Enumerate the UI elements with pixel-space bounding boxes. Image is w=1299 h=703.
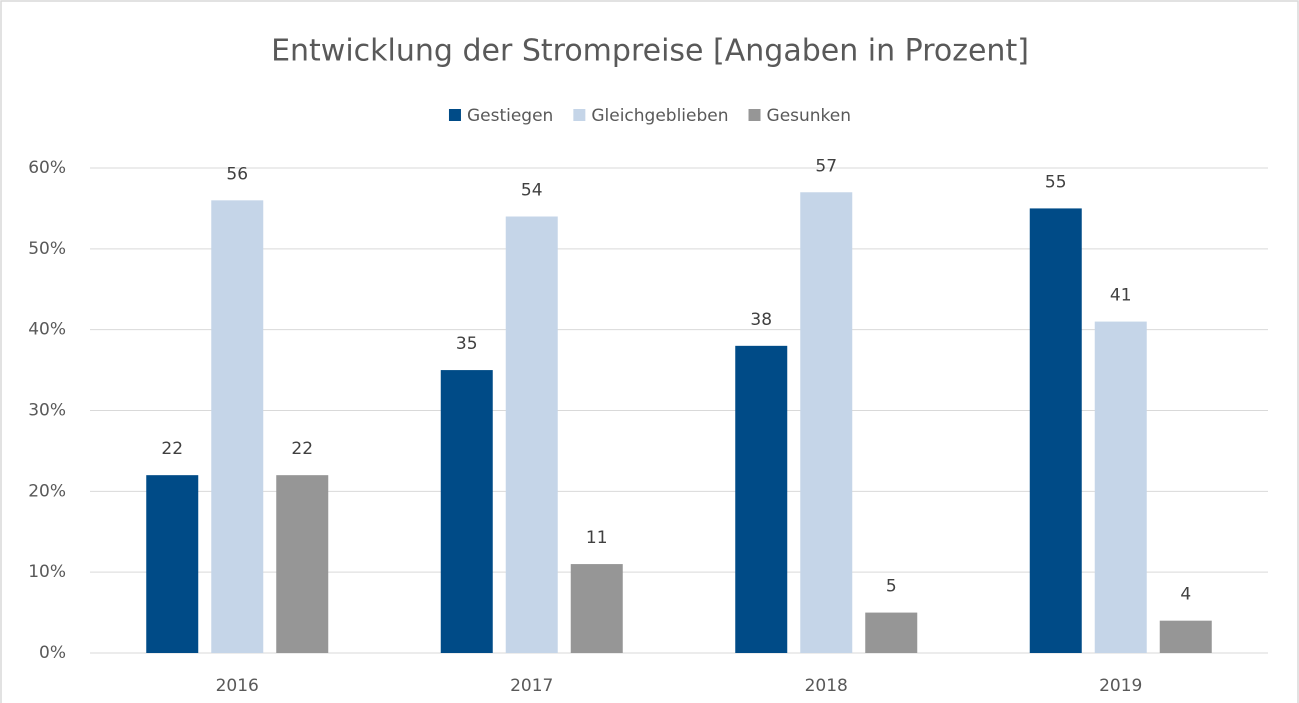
legend-swatch <box>448 109 461 121</box>
data-label: 4 <box>1180 585 1191 605</box>
bar <box>865 612 918 653</box>
data-label: 41 <box>1110 286 1132 306</box>
x-tick-label: 2018 <box>805 676 848 696</box>
x-tick-label: 2019 <box>1099 676 1142 696</box>
x-tick-label: 2016 <box>216 676 259 696</box>
bar <box>735 345 788 653</box>
y-tick-label: 20% <box>28 481 66 501</box>
bar <box>505 216 558 653</box>
bar <box>800 192 853 653</box>
bar <box>146 475 199 653</box>
bar <box>1159 620 1212 653</box>
bar <box>570 564 623 653</box>
data-label: 54 <box>521 181 543 201</box>
bar <box>1094 321 1147 653</box>
legend-label: Gestiegen <box>467 106 553 126</box>
y-tick-label: 0% <box>39 643 66 663</box>
legend-label: Gesunken <box>767 106 852 126</box>
data-label: 55 <box>1045 172 1067 192</box>
y-tick-label: 30% <box>28 401 66 421</box>
data-label: 38 <box>750 310 772 330</box>
bar <box>440 370 493 653</box>
y-tick-label: 50% <box>28 239 66 259</box>
x-tick-label: 2017 <box>510 676 553 696</box>
data-label: 22 <box>161 439 183 459</box>
data-label: 57 <box>815 156 837 176</box>
legend-swatch <box>748 109 761 121</box>
bar <box>211 200 264 654</box>
y-tick-label: 60% <box>28 158 66 178</box>
bar <box>276 475 329 653</box>
data-label: 56 <box>226 164 248 184</box>
data-label: 5 <box>886 577 897 597</box>
data-label: 11 <box>586 528 608 548</box>
data-label: 22 <box>291 439 313 459</box>
y-tick-label: 10% <box>28 562 66 582</box>
y-tick-label: 40% <box>28 320 66 340</box>
legend-swatch <box>573 109 586 121</box>
legend-label: Gleichgeblieben <box>591 106 728 126</box>
chart-title: Entwicklung der Strompreise [Angaben in … <box>271 34 1029 69</box>
bar <box>1029 208 1082 653</box>
data-label: 35 <box>456 334 478 354</box>
